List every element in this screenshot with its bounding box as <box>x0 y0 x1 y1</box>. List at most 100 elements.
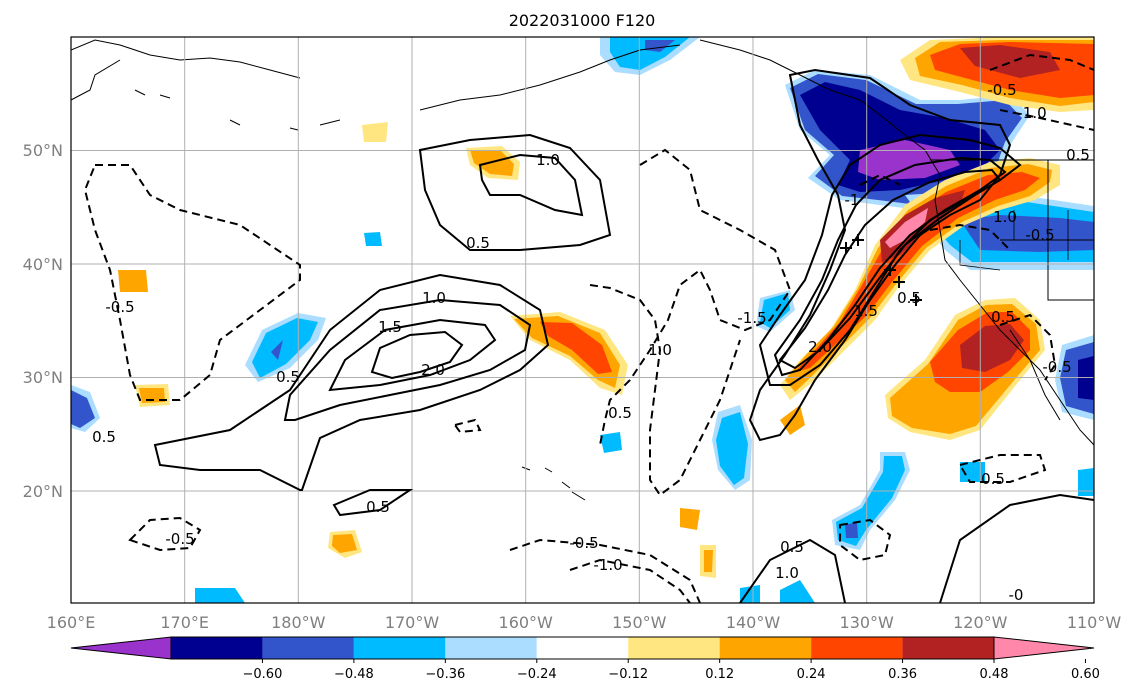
contour-line <box>989 53 1094 131</box>
colorbar-tick-label: 0.12 <box>705 667 734 682</box>
shade-blob <box>900 37 1094 112</box>
contour-label: 0.5 <box>981 470 1005 488</box>
lat-tick-label: 50°N <box>23 141 63 160</box>
colorbar-segment <box>353 637 446 659</box>
contour-label: 0.5 <box>897 289 921 307</box>
lat-tick-label: 20°N <box>23 482 63 501</box>
contour-line <box>589 284 741 497</box>
plus-marker <box>893 276 905 288</box>
shade-blob <box>362 122 388 246</box>
colorbar-tick-label: 0.60 <box>1071 667 1100 682</box>
coastline <box>71 59 121 101</box>
map-title: 2022031000 F120 <box>509 11 656 30</box>
contour-line <box>859 173 901 186</box>
contour-line <box>839 518 892 562</box>
contour-line <box>739 538 846 603</box>
plus-marker <box>852 234 864 246</box>
contour-line <box>569 558 691 603</box>
contour-label: 1.0 <box>648 341 672 359</box>
shade-blob <box>680 508 716 578</box>
colorbar-segment <box>628 637 720 659</box>
lon-tick-label: 170°W <box>385 613 440 632</box>
contour-label: -1 <box>845 191 860 209</box>
map-area: 1.0 0.5 1.0 1.5 2.0 0.5 0.5 -0.5 0.5 -0.… <box>71 37 1094 604</box>
contour-label: -1.0 <box>1017 104 1046 122</box>
plus-markers <box>840 234 922 306</box>
contour-label: -0 <box>1009 586 1024 604</box>
colorbar-outline <box>170 636 995 660</box>
colorbar-tick-label: 0.36 <box>888 667 917 682</box>
coastline <box>419 44 681 111</box>
colorbar-segment <box>445 637 537 659</box>
colorbar-segment <box>536 637 629 659</box>
map-frame <box>70 36 1095 604</box>
contour-line <box>778 168 1002 370</box>
lon-tick-label: 130°W <box>840 613 895 632</box>
shade-blob <box>960 462 1094 496</box>
contour-line <box>453 418 482 434</box>
shade-blob <box>118 270 148 292</box>
contour-label: 0.5 <box>1066 146 1090 164</box>
contour-line <box>958 454 1047 483</box>
contours-solid <box>153 68 1094 603</box>
contour-label: -1.0 <box>593 556 622 574</box>
contour-label: 0.5 <box>366 498 390 516</box>
shade-blob <box>510 312 628 395</box>
contour-label: -1.5 <box>737 309 766 327</box>
contour-labels: 1.0 0.5 1.0 1.5 2.0 0.5 0.5 -0.5 0.5 -0.… <box>92 81 1090 604</box>
shade-blob <box>71 385 100 432</box>
contour-label: 0.5 <box>991 308 1015 326</box>
colorbar-segment <box>262 637 354 659</box>
contour-label: -0.5 <box>105 298 134 316</box>
state-border <box>959 210 1069 271</box>
colorbar-tick-label: −0.48 <box>334 667 374 682</box>
gridlines <box>71 37 1094 603</box>
colorbar-extend-low <box>70 636 172 660</box>
colorbar-segment <box>171 637 263 659</box>
lat-labels: 20°N 30°N 40°N 50°N <box>23 141 63 501</box>
lon-tick-label: 120°W <box>953 613 1008 632</box>
lat-tick-label: 30°N <box>23 368 63 387</box>
contour-label: 0.5 <box>780 538 804 556</box>
contour-label: -0.5 <box>1042 358 1071 376</box>
lon-tick-label: 140°W <box>726 613 781 632</box>
contour-line <box>509 538 701 603</box>
shade-blob <box>712 405 752 490</box>
colorbar-tick-label: −0.36 <box>425 667 465 682</box>
colorbar-tick-label: 0.24 <box>797 667 826 682</box>
contour-line <box>153 273 550 491</box>
contour-line <box>599 148 792 446</box>
contour-label: 1.0 <box>422 289 446 307</box>
contour-line <box>999 313 1057 381</box>
contour-line <box>370 330 464 380</box>
plus-marker <box>840 242 852 254</box>
lon-labels: 160°E 170°E 180°W 170°W 160°W 150°W 140°… <box>47 613 1122 632</box>
lon-tick-label: 110°W <box>1067 613 1122 632</box>
shade-blob <box>600 432 622 453</box>
plus-marker <box>910 294 922 306</box>
contour-label: 1.5 <box>378 318 402 336</box>
contour-label: -0.5 <box>1025 226 1054 244</box>
contour-label: 1.0 <box>536 151 560 169</box>
plus-marker <box>884 264 896 276</box>
colorbar-tick-label: −0.24 <box>517 667 557 682</box>
contour-line <box>83 164 301 401</box>
shade-blob <box>756 290 795 332</box>
contour-line <box>478 153 584 217</box>
island-outline <box>134 89 341 131</box>
contour-line <box>929 223 1011 251</box>
coastline <box>1047 160 1094 301</box>
contour-label: 1.0 <box>775 564 799 582</box>
coastline <box>71 39 301 79</box>
colorbar-segment <box>811 637 903 659</box>
colorbar-tick-label: −0.60 <box>243 667 283 682</box>
contour-label: 2.0 <box>421 361 445 379</box>
coastlines <box>71 39 1094 501</box>
colorbar-tick-label: 0.48 <box>980 667 1009 682</box>
colorbar-extend-high <box>993 636 1095 660</box>
state-borders <box>959 210 1069 271</box>
colorbar-segment <box>719 637 812 659</box>
contour-line <box>332 489 414 517</box>
lon-tick-label: 170°E <box>160 613 209 632</box>
